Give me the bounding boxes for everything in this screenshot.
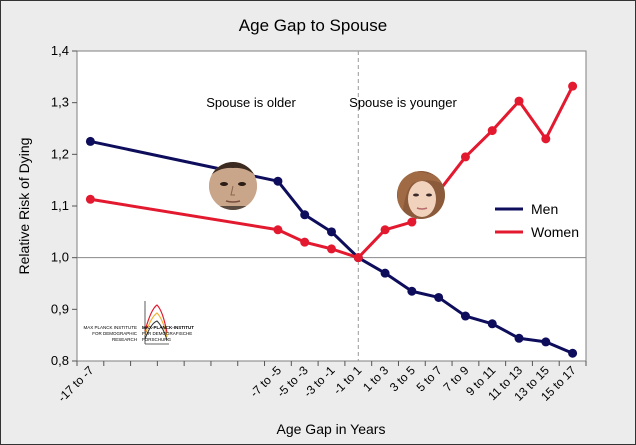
data-point-men (568, 348, 578, 358)
max-planck-logo: MAX PLANCK INSTITUTE FOR DEMOGRAPHIC RES… (83, 301, 194, 345)
data-point-women (353, 253, 363, 263)
x-tick-label: 1 to 3 (360, 363, 391, 394)
y-tick-label: 1,3 (51, 95, 69, 110)
data-point-women (514, 96, 524, 106)
data-point-women (273, 225, 283, 235)
data-point-men (460, 311, 470, 321)
grid-layer (77, 51, 586, 361)
data-point-women (541, 134, 551, 144)
data-point-women (568, 81, 578, 91)
data-point-women (487, 126, 497, 136)
woman-face-photo (397, 171, 445, 219)
y-tick-label: 1,4 (51, 43, 69, 58)
logo-text-de-2: FÜR DEMOGRAFISCHE (142, 330, 192, 336)
logo-text-en-3: RESEARCH (112, 337, 137, 342)
legend: Men Women (495, 201, 579, 240)
data-point-women (327, 244, 336, 254)
data-point-women (85, 194, 95, 204)
logo-text-en-1: MAX PLANCK INSTITUTE (83, 325, 137, 330)
y-tick-label: 1,0 (51, 250, 69, 265)
data-point-women (380, 225, 390, 235)
y-tick-label: 0,9 (51, 301, 69, 316)
man-face-photo (209, 162, 257, 210)
annotation-spouse-younger: Spouse is younger (349, 95, 457, 110)
logo-text-de-1: MAX-PLANCK-INSTITUT (142, 325, 194, 330)
x-tick-label: 3 to 5 (387, 363, 418, 394)
logo-text-en-2: FOR DEMOGRAPHIC (92, 331, 138, 336)
x-tick-label: 5 to 7 (414, 363, 445, 394)
data-point-men (487, 319, 497, 329)
plot-area (76, 50, 587, 362)
data-point-men (541, 337, 551, 347)
x-tick-label: -3 to -1 (301, 363, 338, 400)
data-point-men (85, 136, 95, 146)
legend-label-women: Women (531, 224, 579, 240)
y-tick-label: 1,1 (51, 198, 69, 213)
x-axis-label: Age Gap in Years (277, 421, 386, 437)
y-tick-label: 0,8 (51, 353, 69, 368)
annotation-spouse-older: Spouse is older (206, 95, 296, 110)
x-tick-label: -1 to 1 (330, 363, 364, 397)
y-tick-label: 1,2 (51, 146, 69, 161)
data-point-women (300, 237, 310, 247)
data-point-men (514, 333, 524, 343)
data-point-men (300, 210, 310, 220)
data-point-men (273, 176, 283, 186)
data-point-men (407, 286, 417, 296)
logo-text-de-3: FORSCHUNG (142, 337, 171, 342)
data-point-women (460, 152, 470, 162)
y-axis-label: Relative Risk of Dying (16, 138, 32, 275)
series-layer (85, 81, 578, 358)
data-point-men (380, 268, 390, 278)
data-point-men (327, 227, 336, 237)
data-point-men (434, 292, 444, 302)
data-point-women (407, 217, 417, 227)
logo-emblem (144, 301, 169, 345)
chart-title: Age Gap to Spouse (239, 16, 387, 35)
legend-label-men: Men (531, 201, 558, 217)
x-tick-label: -17 to -7 (55, 363, 97, 405)
